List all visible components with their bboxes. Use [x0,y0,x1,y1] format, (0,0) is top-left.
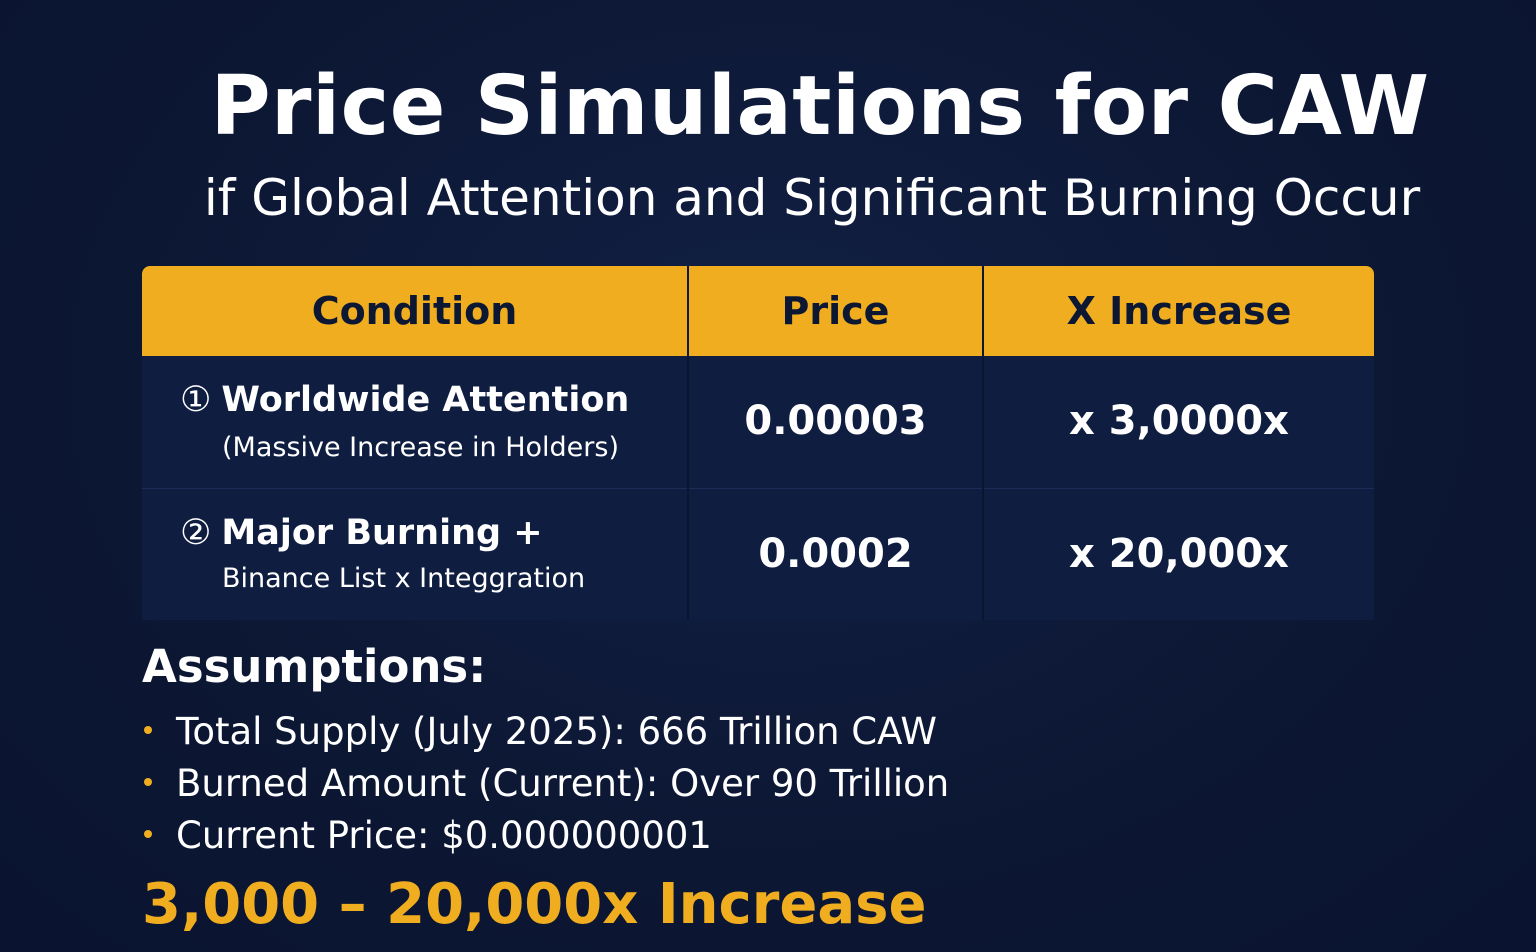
table-row: ① Worldwide Attention (Massive Increase i… [142,356,1374,488]
table-row: ② Major Burning + Binance List x Integgra… [142,489,1374,620]
page-title: Price Simulations for CAW [210,59,1430,154]
row-divider [142,488,1374,489]
condition-title: ① Worldwide Attention [180,380,629,420]
column-divider [687,356,689,620]
result-highlight: 3,000 – 20,000x Increase [142,872,927,937]
bullet-icon [144,829,152,838]
assumptions-list: Total Supply (July 2025): 666 Trillion C… [142,706,949,862]
circled-number-1-icon: ① [180,380,212,420]
condition-label: Major Burning + [221,513,543,553]
price-value: 0.00003 [744,398,927,444]
column-header-price: Price [781,289,890,333]
condition-title: ② Major Burning + [180,513,543,553]
column-divider [982,356,984,620]
simulation-table: Condition Price X Increase ① Worldwide At… [142,266,1374,620]
list-item: Total Supply (July 2025): 666 Trillion C… [142,706,949,758]
bullet-icon [144,777,152,786]
column-divider [687,266,689,356]
assumption-text: Burned Amount (Current): Over 90 Trillio… [176,762,950,805]
column-header-condition: Condition [311,289,518,333]
increase-value: x 3,0000x [1069,398,1289,444]
column-header-increase: X Increase [1066,289,1292,333]
price-value: 0.0002 [758,531,913,577]
assumption-text: Total Supply (July 2025): 666 Trillion C… [176,710,938,753]
increase-value: x 20,000x [1069,531,1289,577]
list-item: Burned Amount (Current): Over 90 Trillio… [142,758,949,810]
condition-label: Worldwide Attention [221,380,630,420]
assumptions-heading: Assumptions: [142,640,487,693]
condition-subtitle: Binance List x Integgration [222,563,586,594]
assumption-text: Current Price: $0.000000001 [176,814,712,857]
condition-subtitle: (Massive Increase in Holders) [222,432,619,463]
column-divider [982,266,984,356]
page-subtitle: if Global Attention and Significant Burn… [203,169,1421,227]
bullet-icon [144,725,152,734]
table-header: Condition Price X Increase [142,266,1374,356]
list-item: Current Price: $0.000000001 [142,810,949,862]
circled-number-2-icon: ② [180,513,212,553]
